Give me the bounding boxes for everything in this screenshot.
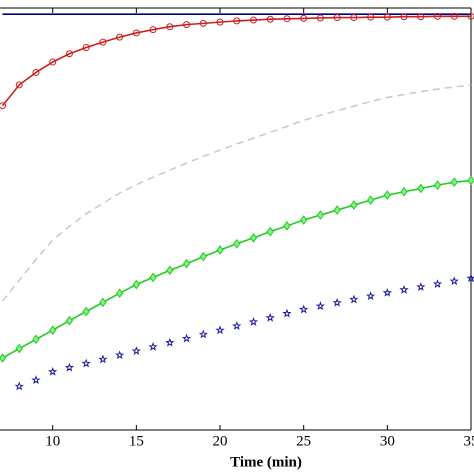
series-line bbox=[1, 15, 471, 107]
star-marker bbox=[14, 381, 24, 391]
star-marker bbox=[31, 375, 41, 385]
diamond-marker bbox=[233, 238, 241, 249]
diamond-marker bbox=[450, 177, 458, 188]
circle-marker bbox=[350, 14, 358, 22]
circle-marker bbox=[82, 43, 90, 51]
diamond-marker bbox=[300, 215, 308, 225]
star-marker bbox=[48, 366, 58, 376]
diamond-marker bbox=[166, 265, 174, 276]
star-marker bbox=[165, 337, 175, 347]
star-marker bbox=[399, 285, 409, 294]
star-marker bbox=[349, 294, 359, 304]
circle-marker bbox=[383, 13, 391, 21]
x-axis-label: Time (min) bbox=[230, 454, 302, 470]
star-marker bbox=[449, 276, 459, 286]
star-marker bbox=[115, 350, 125, 360]
circle-marker bbox=[266, 15, 274, 23]
x-tick-label: 30 bbox=[380, 433, 395, 449]
circle-marker bbox=[417, 13, 425, 21]
circle-marker bbox=[249, 16, 257, 24]
diamond-marker bbox=[149, 272, 157, 283]
circle-marker bbox=[49, 58, 57, 66]
star-marker bbox=[382, 287, 393, 297]
circle-marker bbox=[199, 19, 207, 27]
diamond-marker bbox=[132, 279, 140, 290]
diamond-marker bbox=[216, 245, 224, 255]
star-marker bbox=[466, 273, 474, 283]
circle-marker bbox=[216, 18, 224, 26]
star-marker bbox=[98, 354, 108, 364]
series-line bbox=[2, 179, 472, 359]
star-marker bbox=[265, 312, 275, 322]
circle-marker bbox=[183, 21, 191, 29]
circle-marker bbox=[116, 33, 124, 41]
diamond-marker bbox=[32, 334, 40, 345]
diamond-marker bbox=[350, 200, 358, 210]
star-marker bbox=[148, 341, 158, 351]
star-marker bbox=[64, 362, 75, 372]
star-marker bbox=[248, 316, 259, 326]
circle-marker bbox=[467, 12, 474, 20]
diamond-marker bbox=[49, 325, 57, 336]
diamond-marker bbox=[99, 297, 107, 308]
circle-marker bbox=[450, 12, 458, 20]
circle-marker bbox=[132, 29, 140, 37]
star-marker bbox=[181, 333, 192, 343]
diamond-marker bbox=[316, 210, 325, 220]
circle-marker bbox=[32, 68, 40, 76]
diamond-marker bbox=[433, 180, 442, 190]
circle-marker bbox=[316, 14, 324, 22]
circle-marker bbox=[333, 14, 341, 22]
x-tick-label: 35 bbox=[464, 433, 474, 449]
diamond-marker bbox=[82, 306, 90, 317]
circle-marker bbox=[0, 102, 7, 110]
star-marker bbox=[215, 325, 225, 335]
diamond-marker bbox=[467, 175, 474, 186]
diamond-marker bbox=[116, 288, 124, 299]
series-line bbox=[1, 84, 472, 302]
circle-marker bbox=[65, 50, 73, 58]
diamond-marker bbox=[266, 226, 274, 237]
circle-marker bbox=[166, 23, 174, 31]
circle-marker bbox=[434, 12, 442, 20]
diamond-marker bbox=[249, 233, 258, 243]
diamond-marker bbox=[15, 343, 23, 354]
diamond-marker bbox=[182, 258, 191, 269]
diamond-marker bbox=[383, 190, 391, 200]
star-marker bbox=[198, 329, 208, 339]
circle-marker bbox=[233, 17, 241, 25]
diamond-marker bbox=[65, 315, 74, 326]
star-marker bbox=[416, 282, 426, 291]
diamond-marker bbox=[366, 195, 375, 205]
x-tick-label: 10 bbox=[45, 433, 60, 449]
star-marker bbox=[332, 298, 342, 307]
star-marker bbox=[432, 279, 443, 288]
star-marker bbox=[298, 304, 309, 314]
diamond-marker bbox=[0, 353, 7, 363]
star-marker bbox=[81, 358, 91, 368]
diamond-marker bbox=[400, 186, 408, 197]
circle-marker bbox=[400, 13, 408, 21]
x-tick-label: 25 bbox=[296, 433, 311, 449]
x-tick-label: 20 bbox=[213, 433, 228, 449]
circle-marker bbox=[149, 26, 157, 34]
diamond-marker bbox=[199, 251, 207, 262]
diamond-marker bbox=[417, 183, 425, 194]
diamond-marker bbox=[333, 205, 341, 215]
circle-marker bbox=[15, 81, 23, 89]
diamond-marker bbox=[283, 221, 291, 231]
star-marker bbox=[366, 291, 376, 301]
star-marker bbox=[131, 346, 142, 356]
circle-marker bbox=[99, 38, 107, 46]
x-tick-label: 15 bbox=[129, 433, 144, 449]
circle-marker bbox=[283, 15, 291, 23]
star-marker bbox=[315, 301, 326, 311]
star-marker bbox=[232, 321, 242, 330]
circle-marker bbox=[300, 14, 308, 22]
circle-marker bbox=[367, 13, 375, 21]
star-marker bbox=[282, 308, 292, 318]
